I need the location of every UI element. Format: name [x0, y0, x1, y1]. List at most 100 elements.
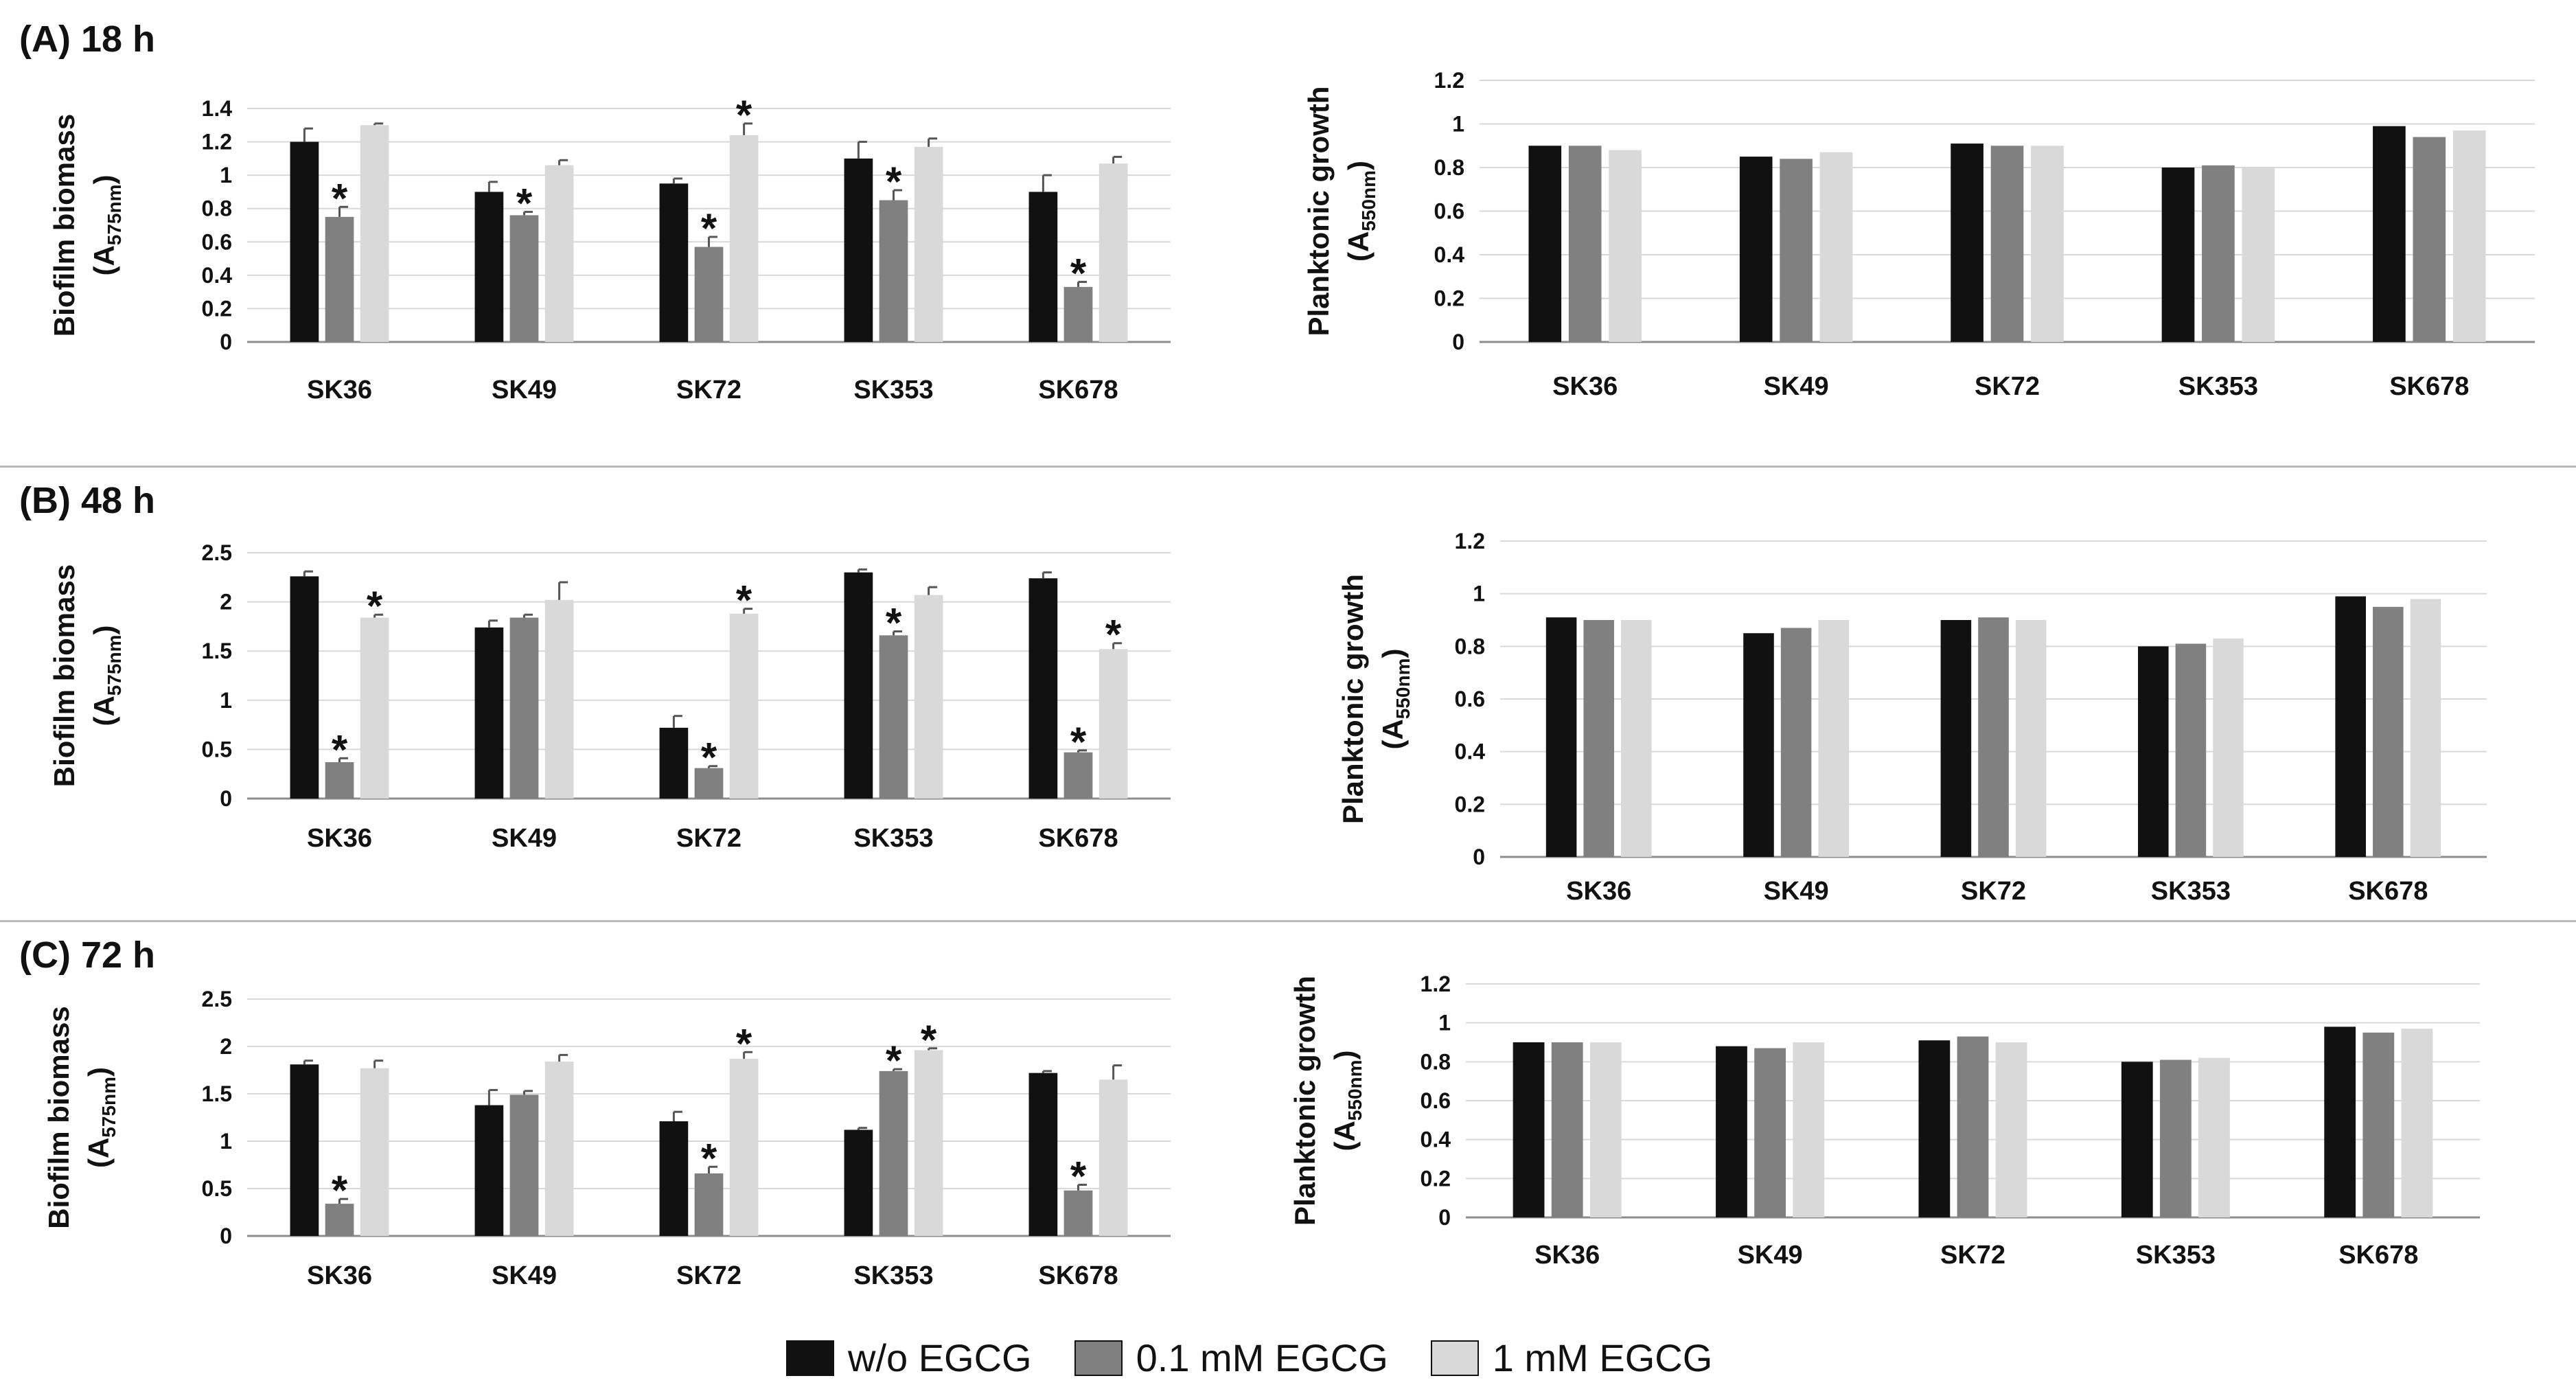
- y-tick-label: 0.8: [1421, 1049, 1451, 1074]
- category-label: SK678: [2389, 372, 2469, 401]
- panel-label-a: (A) 18 h: [19, 19, 156, 60]
- bar: [1951, 144, 1983, 342]
- bar: [474, 627, 504, 799]
- bar: [1780, 159, 1813, 343]
- category-label: SK36: [1534, 1241, 1600, 1270]
- category-label: SK36: [307, 824, 372, 853]
- bar: [2373, 126, 2406, 343]
- bar: [1589, 1042, 1622, 1217]
- bar: [290, 576, 319, 799]
- y-axis-label: Planktonic growth (A550nm): [1337, 574, 1414, 824]
- charts-canvas: 0 0.2 0.4 0.6 0.8 1 1.2 1.4 * SK36 * SK49 * * SK72 * SK3…: [43, 68, 2535, 1290]
- significance-star: *: [701, 735, 717, 781]
- bar: [1568, 146, 1602, 342]
- bar: [1028, 192, 1058, 342]
- bar: [659, 183, 689, 342]
- significance-star: *: [332, 726, 348, 772]
- bar: [729, 1058, 759, 1236]
- bar: [1609, 150, 1642, 342]
- y-tick-label: 0.6: [202, 229, 232, 254]
- y-axis-label: Planktonic growth (A550nm): [1302, 86, 1379, 336]
- y-tick-label: 2.5: [202, 540, 232, 565]
- y-tick-label: 0.8: [1455, 634, 1485, 658]
- y-tick-label: 0: [1438, 1205, 1451, 1230]
- y-tick-label: 1.2: [202, 130, 232, 154]
- bar: [1099, 163, 1128, 342]
- bar: [1995, 1042, 2027, 1217]
- y-tick-label: 2.5: [202, 987, 232, 1011]
- bar: [1793, 1042, 1825, 1217]
- bar: [1551, 1042, 1583, 1217]
- y-axis-unit-subscript: 550nm: [1392, 658, 1414, 719]
- y-tick-label: 0.6: [1421, 1088, 1451, 1113]
- y-tick-label: 0.5: [202, 1176, 232, 1201]
- bar: [360, 125, 389, 343]
- category-label: SK49: [492, 1261, 557, 1290]
- category-label: SK72: [676, 824, 741, 853]
- y-tick-label: 1: [220, 1129, 232, 1154]
- bar: [2335, 596, 2366, 857]
- y-axis-unit-paren: ): [1377, 648, 1409, 658]
- y-tick-label: 0.2: [1421, 1166, 1451, 1191]
- bar: [325, 762, 354, 799]
- y-tick-label: 0: [220, 330, 232, 354]
- bar: [1528, 146, 1562, 342]
- y-axis-unit: (A550nm): [1342, 161, 1379, 262]
- y-axis-label: Planktonic growth (A550nm): [1289, 976, 1366, 1226]
- bar: [1099, 1079, 1128, 1236]
- category-label: SK678: [2348, 877, 2428, 906]
- bar: [729, 135, 759, 342]
- bar: [2213, 638, 2244, 857]
- y-tick-label: 1.4: [202, 96, 233, 121]
- bar: [2031, 146, 2064, 342]
- y-axis-unit-symbol: (A: [1329, 1121, 1361, 1151]
- y-tick-label: 0.2: [1455, 792, 1485, 816]
- significance-star: *: [736, 92, 752, 138]
- bar: [1940, 620, 1972, 857]
- bar: [2452, 130, 2486, 342]
- panel-label-c: (C) 72 h: [19, 935, 156, 976]
- bar: [2410, 599, 2441, 857]
- y-axis-unit-subscript: 550nm: [1358, 170, 1379, 231]
- bar: [844, 158, 873, 342]
- legend-item-1mm-egcg: 1 mM EGCG: [1430, 1336, 1712, 1380]
- y-axis-unit-paren: ): [1329, 1050, 1361, 1059]
- bar: [1513, 1042, 1545, 1217]
- bar: [1780, 628, 1812, 857]
- bar: [1545, 617, 1577, 857]
- significance-star: *: [367, 583, 383, 629]
- y-tick-label: 0: [1473, 845, 1485, 869]
- bar: [2242, 168, 2275, 342]
- bar: [1028, 1073, 1058, 1236]
- bar: [844, 1130, 873, 1236]
- bar: [879, 200, 908, 342]
- legend-item-01mm-egcg: 0.1 mM EGCG: [1074, 1336, 1388, 1380]
- y-tick-label: 0: [220, 786, 232, 811]
- y-tick-label: 0.4: [1421, 1127, 1451, 1152]
- bar: [2175, 643, 2207, 857]
- category-label: SK72: [1975, 372, 2040, 401]
- bar: [1819, 152, 1853, 342]
- category-label: SK353: [2178, 372, 2258, 401]
- y-axis-unit-paren: ): [1342, 161, 1375, 170]
- category-label: SK678: [2338, 1241, 2418, 1270]
- significance-star: *: [516, 181, 533, 227]
- y-tick-label: 2: [220, 590, 232, 615]
- bar: [2373, 606, 2404, 857]
- y-axis-unit-symbol: (A: [1377, 719, 1409, 749]
- category-label: SK678: [1038, 376, 1118, 404]
- category-label: SK36: [307, 1261, 372, 1290]
- category-label: SK353: [853, 824, 933, 853]
- y-tick-label: 1: [1438, 1011, 1451, 1035]
- bar: [1583, 620, 1614, 857]
- bar: [1739, 157, 1773, 342]
- bar: [2161, 168, 2195, 342]
- legend-swatch-01mm-egcg: [1074, 1340, 1123, 1376]
- y-axis-label: Biofilm biomass (A575nm): [48, 564, 125, 787]
- bar: [2413, 137, 2446, 343]
- y-tick-label: 0: [220, 1224, 232, 1248]
- y-tick-label: 1: [220, 688, 232, 713]
- y-axis-unit-symbol: (A: [88, 696, 120, 726]
- bar: [914, 1050, 943, 1236]
- category-label: SK36: [1552, 372, 1618, 401]
